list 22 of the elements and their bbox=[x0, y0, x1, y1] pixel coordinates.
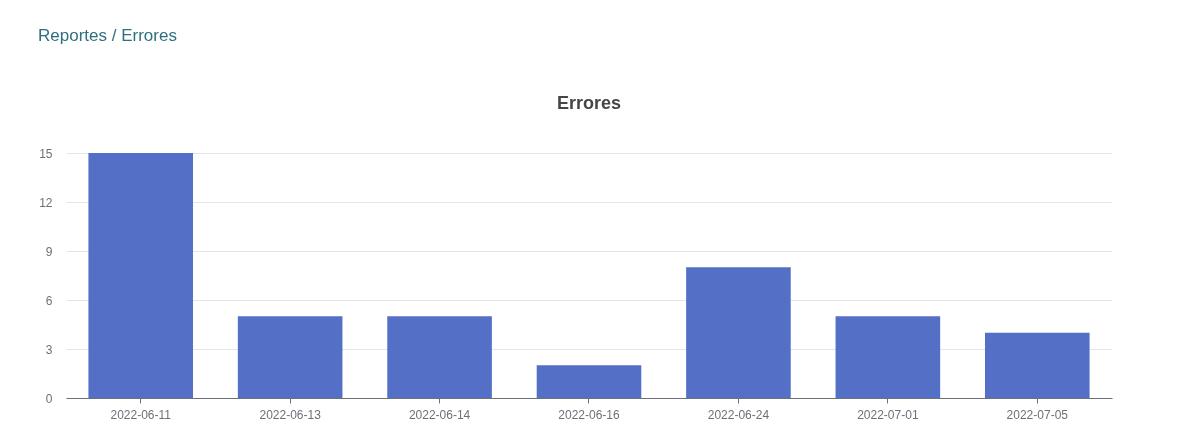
y-tick-label: 9 bbox=[45, 244, 53, 259]
x-tick-label: 2022-06-13 bbox=[259, 407, 322, 422]
bar bbox=[835, 316, 941, 398]
x-tick-label: 2022-06-24 bbox=[707, 407, 770, 422]
y-tick-label: 15 bbox=[39, 146, 53, 161]
chart-title: Errores bbox=[556, 92, 622, 113]
x-tick-label: 2022-07-01 bbox=[857, 407, 919, 422]
y-tick-label: 6 bbox=[45, 293, 53, 308]
text: Reportes / Errores bbox=[38, 26, 177, 45]
bar bbox=[237, 316, 343, 398]
bar bbox=[686, 267, 791, 398]
x-tick-label: 2022-06-16 bbox=[558, 407, 621, 422]
bar bbox=[88, 153, 194, 398]
bar bbox=[536, 365, 642, 398]
bar bbox=[984, 332, 1090, 398]
y-tick-label: 3 bbox=[45, 342, 53, 357]
x-tick-label: 2022-06-14 bbox=[408, 407, 471, 422]
y-tick-label: 0 bbox=[45, 391, 53, 406]
x-tick-label: 2022-07-05 bbox=[1006, 407, 1069, 422]
y-tick-label: 12 bbox=[39, 195, 53, 210]
bar bbox=[387, 316, 492, 398]
x-tick-label: 2022-06-11 bbox=[110, 407, 172, 422]
